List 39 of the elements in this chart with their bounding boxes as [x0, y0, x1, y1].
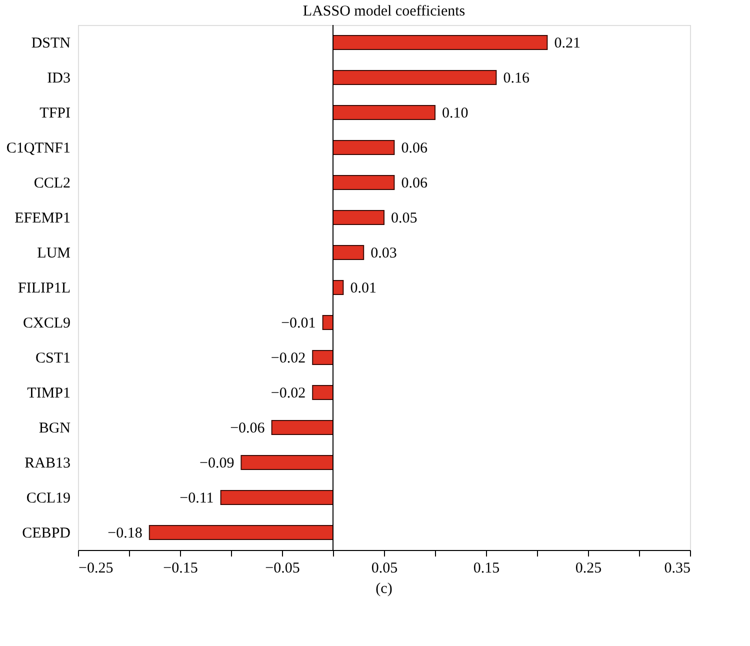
x-tick-label: 0.05 [371, 560, 398, 576]
y-tick-label: DSTN [31, 36, 71, 52]
x-tick-label: 0.35 [664, 560, 690, 576]
data-label: −0.02 [270, 386, 306, 402]
x-tick-label: −0.05 [265, 560, 300, 576]
y-tick-label: BGN [38, 420, 71, 436]
y-tick-label: FILIP1L [18, 280, 70, 296]
data-label: 0.10 [442, 106, 468, 122]
text: (c) [376, 581, 392, 597]
x-tick-label: −0.15 [163, 560, 198, 576]
y-tick-label: CCL2 [34, 176, 70, 192]
data-label: −0.18 [108, 526, 142, 542]
data-label: 0.06 [401, 176, 428, 192]
data-label: −0.11 [180, 490, 214, 506]
data-label: 0.05 [391, 210, 418, 226]
data-label: 0.16 [503, 70, 530, 86]
data-label: −0.06 [230, 420, 266, 436]
data-label: −0.01 [281, 316, 316, 332]
y-tick-label: ID3 [47, 70, 70, 86]
data-label: 0.01 [350, 280, 376, 296]
x-tick-label: −0.25 [78, 560, 114, 576]
y-tick-label: EFEMP1 [14, 210, 70, 226]
data-label: 0.21 [554, 36, 580, 52]
y-tick-label: C1QTNF1 [6, 140, 70, 156]
y-tick-label: CEBPD [22, 526, 71, 542]
x-tick-label: 0.15 [473, 560, 500, 576]
y-tick-label: CXCL9 [22, 316, 70, 332]
data-label: 0.06 [401, 140, 428, 156]
y-tick-label: CST1 [35, 350, 70, 366]
data-label: 0.03 [370, 246, 397, 262]
y-tick-label: RAB13 [24, 456, 70, 472]
y-tick-label: TFPI [40, 106, 71, 122]
y-tick-label: CCL19 [26, 490, 70, 506]
x-tick-label: 0.25 [575, 560, 602, 576]
data-label: −0.02 [270, 350, 306, 366]
y-tick-label: LUM [37, 246, 70, 262]
y-tick-label: TIMP1 [27, 386, 70, 402]
data-label: −0.09 [199, 456, 234, 472]
chart-title: LASSO model coefficients [302, 4, 466, 20]
